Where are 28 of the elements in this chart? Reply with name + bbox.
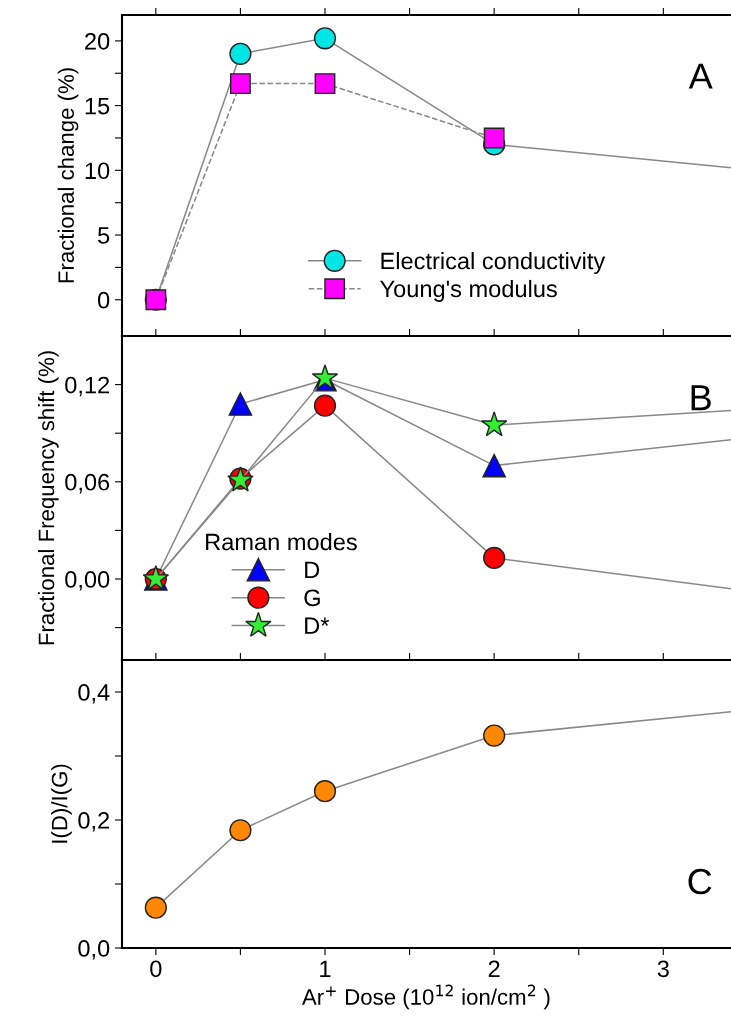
x-tick-label: 1 (320, 960, 331, 977)
y-tick-label: 0,2 (78, 812, 110, 832)
y-tick-label: 10 (85, 162, 110, 180)
y-tick-label: 15 (85, 97, 110, 115)
legend-label: D* (305, 617, 330, 634)
y-axis-title: Fractional Frequency shift (%) (37, 351, 59, 645)
annotation: B (691, 385, 711, 411)
x-tick-label: 0 (150, 960, 162, 978)
x-tick-label: 2 (488, 960, 500, 977)
y-axis-title: Fractional change (%) (57, 68, 79, 283)
y-tick-label: 0,00 (65, 571, 110, 591)
legend-label: Young's modulus (380, 279, 557, 302)
x-axis-title: Ar$^{+}$ Dose (10$^{12}$ ion/cm$^{2}$ ) (301, 984, 550, 1010)
legend-label: Electrical conductivity (381, 251, 606, 274)
y-tick-label: 0,06 (65, 473, 110, 494)
x-tick-label: 3 (657, 960, 669, 978)
y-tick-label: 0,0 (78, 940, 110, 960)
annotation: C (688, 868, 712, 895)
y-tick-label: 5 (98, 227, 110, 244)
y-tick-label: 0,4 (78, 684, 110, 704)
legend-label: D (305, 561, 320, 579)
y-tick-label: 0 (97, 291, 110, 309)
legend-title: Raman modes (206, 533, 357, 551)
y-tick-label: 20 (85, 32, 110, 50)
annotation: A (688, 63, 713, 89)
legend-label: G (304, 589, 320, 607)
y-tick-label: 0,12 (65, 376, 110, 397)
y-axis-title: I(D)/I(G) (51, 764, 72, 843)
